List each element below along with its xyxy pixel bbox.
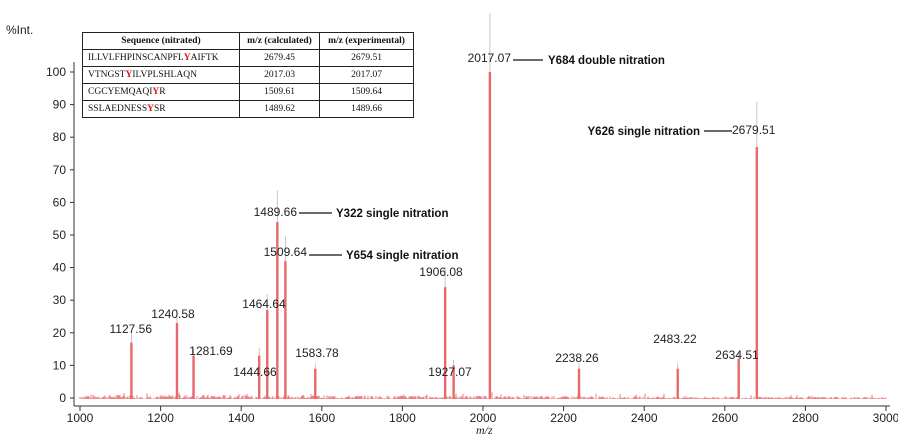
x-tick-label: 2800 (792, 411, 819, 425)
header-mz-experimental: m/z (experimental) (319, 32, 414, 50)
sequence-cell: ILLVLFHPINSCANPFLYAIFTK (82, 49, 240, 67)
peak-label: 1240.58 (151, 307, 195, 321)
sequence-prefix: SSLAEDNESS (88, 104, 148, 114)
table-row: SSLAEDNESSYSR 1489.62 1489.66 (82, 100, 414, 118)
y-tick-label: 0 (59, 391, 66, 405)
peak-label: 2483.22 (653, 332, 697, 346)
peak-label: 1583.78 (295, 346, 339, 360)
sequence-cell: CGCYEMQAQIYR (82, 83, 240, 101)
sequence-suffix: AIFTK (190, 53, 219, 63)
sequence-suffix: SR (154, 104, 166, 114)
mz-calculated-cell: 2017.03 (239, 66, 320, 84)
table-row: VTNGSTYILVPLSHLAQN 2017.03 2017.07 (82, 66, 414, 84)
nitration-annotations: Y684 double nitration Y626 single nitrati… (299, 55, 732, 262)
x-tick-label: 2600 (711, 411, 738, 425)
sequence-cell: VTNGSTYILVPLSHLAQN (82, 66, 240, 84)
mz-experimental-cell: 1489.66 (319, 100, 414, 118)
sequence-suffix: ILVPLSHLAQN (132, 70, 197, 80)
y-tick-label: 10 (53, 358, 67, 372)
x-axis-label: m/z (476, 423, 493, 437)
x-tick-label: 1600 (308, 411, 335, 425)
mz-calculated-cell: 1489.62 (239, 100, 320, 118)
baseline-noise (79, 392, 887, 399)
x-tick-label: 1000 (67, 411, 94, 425)
noise-trace (79, 392, 887, 399)
peak-label: 1906.08 (419, 265, 463, 279)
mz-calculated-cell: 2679.45 (239, 49, 320, 67)
peak-label: 2238.26 (555, 351, 599, 365)
peak-label: 1927.07 (428, 365, 472, 379)
peak-label: 2634.51 (715, 348, 759, 362)
annotation-text: Y654 single nitration (346, 250, 458, 262)
y-tick-label: 20 (53, 326, 67, 340)
table-header-row: Sequence (nitrated) m/z (calculated) m/z… (82, 32, 414, 50)
nitrated-residue: Y (147, 104, 154, 114)
axes: 0 10 20 30 40 50 60 70 80 90 100 1000 1200 1400 1600 18… (46, 62, 898, 425)
x-tick-label: 2400 (631, 411, 658, 425)
annotation-text: Y626 single nitration (588, 126, 700, 138)
peak-label: 1509.64 (264, 245, 308, 259)
y-axis-label: %Int. (6, 23, 33, 37)
y-tick-label: 80 (53, 130, 67, 144)
peak-label: 1127.56 (110, 322, 153, 336)
mz-calculated-cell: 1509.61 (239, 83, 320, 101)
nitrated-residue: Y (183, 53, 191, 63)
y-tick-label: 70 (53, 163, 67, 177)
y-tick-label: 50 (53, 228, 67, 242)
nitrated-residue: Y (152, 87, 160, 97)
sequence-cell: SSLAEDNESSYSR (82, 100, 240, 118)
header-mz-calculated: m/z (calculated) (239, 32, 320, 50)
x-tick-label: 3000 (873, 411, 898, 425)
peak-label: 2679.51 (732, 123, 776, 137)
peak-label: 1281.69 (189, 344, 233, 358)
peak-label: 2017.07 (468, 51, 512, 65)
sequence-prefix: VTNGST (88, 70, 126, 80)
y-tick-label: 100 (46, 65, 66, 79)
mz-experimental-cell: 2017.07 (319, 66, 414, 84)
x-tick-label: 1400 (228, 411, 255, 425)
peak-label: 1444.66 (233, 365, 277, 379)
mz-experimental-cell: 2679.51 (319, 49, 414, 67)
table-row: ILLVLFHPINSCANPFLYAIFTK 2679.45 2679.51 (82, 49, 414, 67)
sequence-prefix: ILLVLFHPINSCANPFL (88, 53, 184, 63)
annotation-text: Y322 single nitration (336, 208, 448, 220)
x-tick-label: 1800 (389, 411, 416, 425)
y-tick-label: 60 (53, 195, 67, 209)
y-tick-label: 90 (53, 98, 67, 112)
x-tick-label: 1200 (147, 411, 174, 425)
x-tick-label: 2200 (550, 411, 577, 425)
annotation-text: Y684 double nitration (548, 55, 665, 67)
x-tick-label: 2000 (470, 411, 497, 425)
mz-experimental-cell: 1509.64 (319, 83, 414, 101)
y-tick-label: 30 (53, 293, 67, 307)
peaks (130, 13, 759, 399)
nitrated-residue: Y (125, 70, 133, 80)
header-sequence: Sequence (nitrated) (82, 32, 240, 50)
peak-label: 1464.64 (242, 297, 286, 311)
peak-label: 1489.66 (254, 205, 298, 219)
y-tick-label: 40 (53, 261, 67, 275)
table-row: CGCYEMQAQIYR 1509.61 1509.64 (82, 83, 414, 101)
nitrated-sequence-table: Sequence (nitrated) m/z (calculated) m/z… (82, 32, 414, 118)
sequence-prefix: CGCYEMQAQI (88, 87, 153, 97)
sequence-suffix: R (159, 87, 166, 97)
